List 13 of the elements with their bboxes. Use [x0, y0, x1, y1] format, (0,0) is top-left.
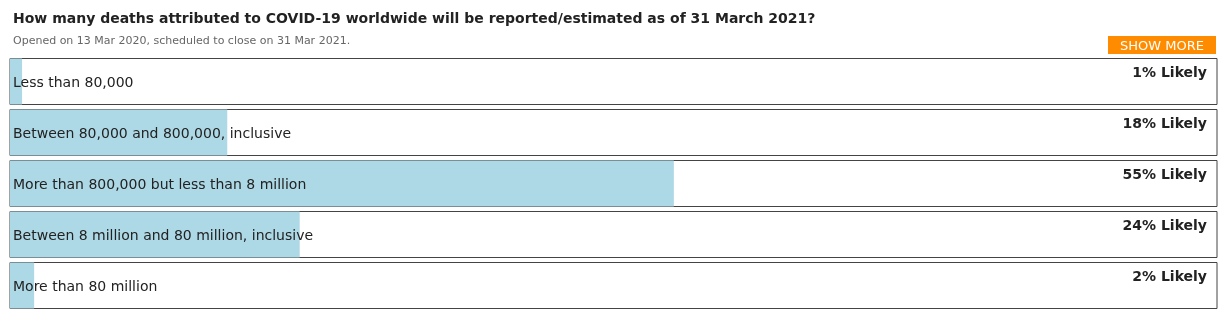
data-label: 55% Likely: [1122, 165, 1207, 182]
y-tick-label: More than 80 million: [13, 277, 158, 294]
y-tick-label: More than 800,000 but less than 8 million: [13, 175, 307, 192]
chart-subtitle: Opened on 13 Mar 2020, scheduled to close on 31 Mar 2021.: [13, 34, 351, 47]
y-tick-label: Between 8 million and 80 million, inclusive: [13, 226, 314, 243]
y-tick-label: Between 80,000 and 800,000, inclusive: [13, 124, 292, 141]
chart-title: How many deaths attributed to COVID-19 worldwide will be reported/estimated as of 31 March 2021?: [13, 10, 816, 26]
text: SHOW MORE: [1120, 37, 1204, 53]
data-label: 2% Likely: [1132, 267, 1207, 284]
data-label: 1% Likely: [1132, 63, 1207, 80]
data-label: 18% Likely: [1122, 114, 1207, 131]
y-tick-label: Less than 80,000: [13, 73, 134, 90]
data-label: 24% Likely: [1122, 216, 1207, 233]
